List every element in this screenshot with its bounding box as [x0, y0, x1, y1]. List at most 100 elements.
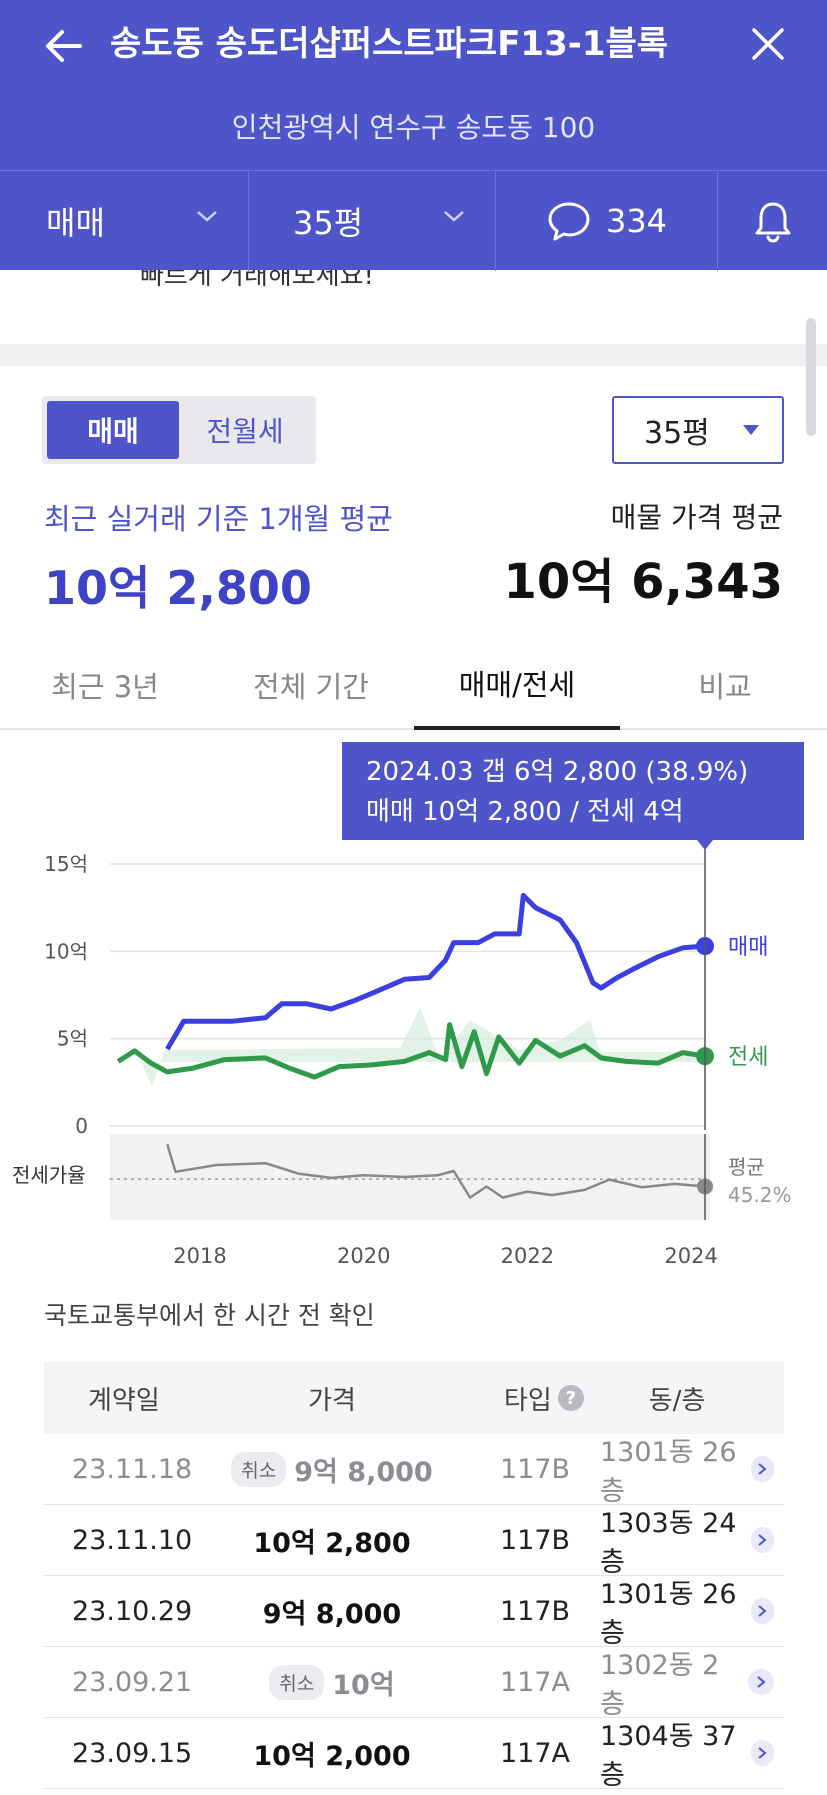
chevron-right-icon[interactable] [750, 1740, 774, 1766]
transactions-table: 계약일 가격 타입 ? 동/층 23.11.18 취소 9억 8,000 117B 13… [44, 1362, 784, 1791]
filter-bar: 매매 35평 334 [0, 170, 827, 271]
header-type-label: 타입 [504, 1385, 552, 1416]
table-row[interactable]: 23.09.21 취소 10억 117A 1302동 2층 [44, 1647, 784, 1720]
row-dong-cell: 1303동 24층 [600, 1501, 784, 1579]
tab-all-period[interactable]: 전체 기간 [253, 670, 369, 704]
table-row[interactable]: 23.10.29 9억 8,000 117B 1301동 26층 [44, 1576, 784, 1649]
y-tick-label: 10억 [44, 939, 88, 963]
close-icon[interactable] [744, 20, 792, 68]
row-dong-cell: 1302동 2층 [600, 1643, 784, 1721]
tooltip-line2: 매매 10억 2,800 / 전세 4억 [366, 797, 684, 827]
cancel-badge: 취소 [231, 1451, 287, 1487]
size-label: 35평 [293, 204, 364, 242]
x-tick-label: 2022 [501, 1244, 554, 1268]
app-header: 송도동 송도더샵퍼스트파크F13-1블록 인천광역시 연수구 송도동 100 매… [0, 0, 827, 271]
back-arrow-icon[interactable] [40, 22, 88, 70]
row-price-cell: 취소 9억 8,000 [214, 1450, 450, 1489]
comments-button[interactable]: 334 [496, 171, 718, 271]
scrollbar-thumb[interactable] [806, 318, 816, 436]
chevron-right-icon[interactable] [750, 1598, 774, 1624]
recent-price-value: 10억 2,800 [44, 561, 312, 615]
row-dong: 1302동 2층 [600, 1650, 720, 1720]
header-dong: 동/층 [648, 1385, 706, 1416]
size-dropdown[interactable]: 35평 [249, 171, 496, 271]
complex-address: 인천광역시 연수구 송도동 100 [231, 111, 596, 144]
notification-button[interactable] [718, 171, 827, 271]
price-chart[interactable]: 15억 10억 5억 0 전세가율 2024.03 갭 6억 2,800 (38.9%… [0, 730, 827, 1270]
row-dong-cell: 1301동 26층 [600, 1572, 784, 1650]
tab-sale-jeonse[interactable]: 매매/전세 [414, 640, 620, 730]
row-type: 117A [500, 1666, 571, 1698]
listing-price-label: 매물 가격 평균 [610, 501, 783, 534]
x-tick-label: 2020 [337, 1244, 390, 1268]
table-row[interactable]: 23.09.15 10억 2,000 117A 1304동 37층 [44, 1718, 784, 1791]
label-avg-value: 45.2% [728, 1183, 792, 1207]
series-line-ratio [166, 1143, 706, 1199]
complex-title: 송도동 송도더샵퍼스트파크F13-1블록 [110, 24, 669, 64]
x-tick-label: 2018 [173, 1244, 226, 1268]
jeonse-volatility-area [140, 1008, 700, 1086]
row-dong: 1301동 26층 [600, 1437, 737, 1507]
period-tabs: 최근 3년 전체 기간 매매/전세 비교 [0, 640, 827, 730]
trade-segment-control: 매매 전월세 [42, 396, 316, 464]
row-price: 10억 2,800 [253, 1527, 411, 1559]
chat-bubble-icon [548, 202, 590, 241]
trade-type-dropdown[interactable]: 매매 [0, 171, 249, 271]
chart-grid [110, 863, 706, 1127]
tooltip-line1: 2024.03 갭 6억 2,800 (38.9%) [366, 757, 748, 787]
series-line-jeonse [116, 1022, 706, 1080]
chevron-down-icon [197, 211, 217, 222]
section-divider [0, 344, 827, 366]
recent-price-label: 최근 실거래 기준 1개월 평균 [44, 502, 393, 536]
segment-rent[interactable]: 전월세 [206, 415, 284, 448]
row-price: 9억 8,000 [294, 1456, 433, 1488]
label-avg: 평균 [728, 1155, 765, 1179]
label-sale: 매매 [728, 935, 768, 960]
row-type: 117A [500, 1737, 571, 1769]
row-date: 23.11.10 [72, 1524, 193, 1556]
label-jeonse: 전세 [728, 1045, 768, 1070]
chevron-right-icon[interactable] [748, 1669, 774, 1695]
y-tick-label: 5억 [57, 1027, 88, 1051]
caret-down-icon [743, 425, 759, 435]
chevron-right-icon[interactable] [750, 1456, 774, 1482]
row-dong: 1304동 37층 [600, 1721, 737, 1791]
row-type: 117B [500, 1595, 571, 1627]
header-type: 타입 ? [450, 1380, 600, 1417]
row-date: 23.10.29 [72, 1595, 193, 1627]
row-price-cell: 9억 8,000 [214, 1592, 450, 1631]
series-labels: 매매 전세 평균 45.2% [728, 935, 792, 1207]
header-price: 가격 [214, 1380, 450, 1417]
table-row[interactable]: 23.11.10 10억 2,800 117B 1303동 24층 [44, 1505, 784, 1578]
help-icon[interactable]: ? [557, 1385, 584, 1411]
row-dong-cell: 1304동 37층 [600, 1714, 784, 1792]
comment-count: 334 [605, 202, 668, 240]
size-select-value: 35평 [644, 416, 710, 451]
row-price: 10억 [332, 1669, 395, 1701]
ratio-label: 전세가율 [12, 1163, 86, 1187]
row-type: 117B [500, 1453, 571, 1485]
chevron-down-icon [444, 211, 464, 222]
size-select[interactable]: 35평 [612, 396, 784, 464]
x-tick-label: 2024 [664, 1244, 717, 1268]
tab-recent-3y[interactable]: 최근 3년 [51, 670, 159, 704]
segment-sale[interactable]: 매매 [47, 401, 179, 459]
table-row[interactable]: 23.11.18 취소 9억 8,000 117B 1301동 26층 [44, 1434, 784, 1507]
row-dong: 1301동 26층 [600, 1579, 737, 1649]
y-tick-label: 15억 [44, 852, 88, 876]
row-dong-cell: 1301동 26층 [600, 1430, 784, 1508]
row-date: 23.09.15 [72, 1737, 193, 1769]
row-price-cell: 10억 2,000 [214, 1734, 450, 1773]
row-date: 23.11.18 [72, 1453, 193, 1485]
source-note: 국토교통부에서 한 시간 전 확인 [44, 1301, 375, 1330]
row-date: 23.09.21 [72, 1666, 193, 1698]
chart-tooltip: 2024.03 갭 6억 2,800 (38.9%) 매매 10억 2,800 … [342, 742, 804, 850]
header-price-label: 가격 [308, 1385, 356, 1416]
tab-compare[interactable]: 비교 [698, 670, 752, 704]
tooltip-box [342, 742, 804, 840]
chart-x-labels: 2018 2020 2022 2024 [173, 1244, 718, 1268]
chart-y-labels: 15억 10억 5억 0 [44, 852, 88, 1138]
row-type: 117B [500, 1524, 571, 1556]
chevron-right-icon[interactable] [750, 1527, 774, 1553]
header-date: 계약일 [88, 1385, 160, 1416]
